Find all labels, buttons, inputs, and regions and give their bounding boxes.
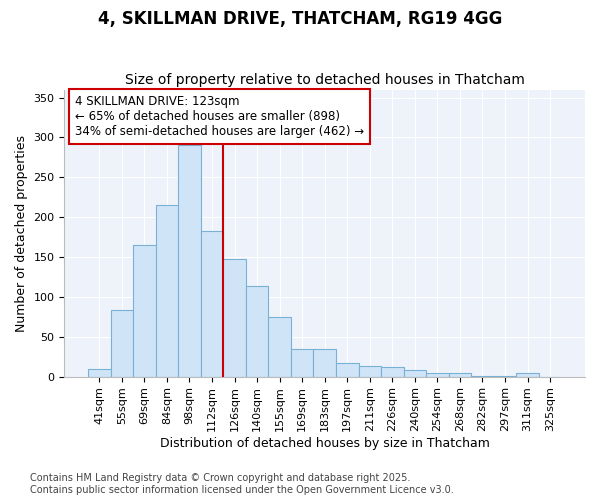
Bar [516,374,539,376]
Bar [268,317,291,376]
Text: Contains HM Land Registry data © Crown copyright and database right 2025.
Contai: Contains HM Land Registry data © Crown c… [30,474,454,495]
Bar [88,368,110,376]
Bar [291,348,313,376]
Bar [449,372,471,376]
Bar [381,367,404,376]
Bar [404,370,426,376]
Text: 4, SKILLMAN DRIVE, THATCHAM, RG19 4GG: 4, SKILLMAN DRIVE, THATCHAM, RG19 4GG [98,10,502,28]
Bar [246,286,268,376]
Text: 4 SKILLMAN DRIVE: 123sqm
← 65% of detached houses are smaller (898)
34% of semi-: 4 SKILLMAN DRIVE: 123sqm ← 65% of detach… [75,96,364,138]
Bar [359,366,381,376]
Bar [223,258,246,376]
X-axis label: Distribution of detached houses by size in Thatcham: Distribution of detached houses by size … [160,437,490,450]
Title: Size of property relative to detached houses in Thatcham: Size of property relative to detached ho… [125,73,524,87]
Bar [336,363,359,376]
Bar [155,205,178,376]
Bar [201,230,223,376]
Bar [178,146,201,376]
Bar [133,245,155,376]
Y-axis label: Number of detached properties: Number of detached properties [15,134,28,332]
Bar [110,310,133,376]
Bar [426,372,449,376]
Bar [313,348,336,376]
